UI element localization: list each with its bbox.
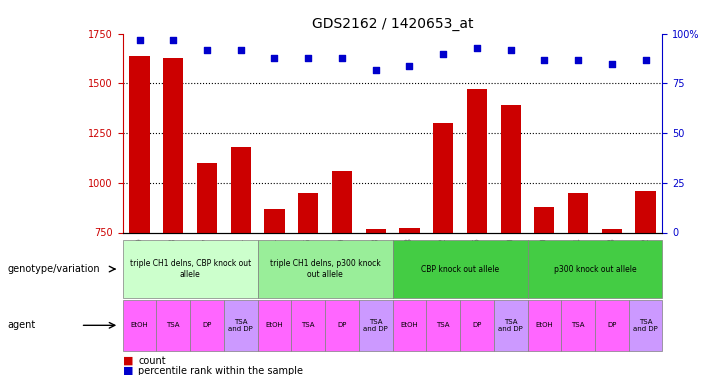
Text: EtOH: EtOH (130, 322, 149, 328)
Point (539, 57, 550, 63)
Bar (501, 105, 521, 232)
Point (640, 57, 651, 63)
Text: TSA
and DP: TSA and DP (229, 319, 253, 332)
Text: agent: agent (7, 320, 35, 330)
Point (269, 55, 280, 61)
Bar (231, 147, 251, 232)
Text: ■: ■ (123, 366, 133, 375)
Text: TSA: TSA (571, 322, 585, 328)
Text: TSA
and DP: TSA and DP (363, 319, 388, 332)
Text: ■: ■ (123, 356, 133, 366)
Bar (400, 228, 419, 232)
Text: TSA: TSA (301, 322, 315, 328)
Text: count: count (138, 356, 165, 366)
Point (471, 45, 482, 51)
Bar (636, 191, 655, 232)
Bar (467, 89, 487, 232)
Text: p300 knock out allele: p300 knock out allele (554, 265, 637, 274)
Text: TSA: TSA (167, 322, 180, 328)
Point (437, 51, 449, 57)
Bar (433, 123, 454, 232)
Point (201, 46, 212, 53)
Text: CBP knock out allele: CBP knock out allele (421, 265, 499, 274)
Point (168, 37, 179, 43)
Text: TSA
and DP: TSA and DP (633, 319, 658, 332)
Text: EtOH: EtOH (536, 322, 553, 328)
Point (404, 63, 415, 69)
Bar (163, 58, 184, 232)
Point (235, 46, 246, 53)
Point (573, 57, 584, 63)
Text: EtOH: EtOH (400, 322, 418, 328)
Point (505, 46, 516, 53)
Text: genotype/variation: genotype/variation (7, 264, 100, 274)
Bar (264, 209, 285, 232)
Bar (568, 193, 588, 232)
Text: triple CH1 delns, p300 knock
out allele: triple CH1 delns, p300 knock out allele (270, 260, 381, 279)
Text: TSA: TSA (437, 322, 450, 328)
Point (134, 37, 145, 43)
Text: TSA
and DP: TSA and DP (498, 319, 523, 332)
Bar (197, 163, 217, 232)
Text: DP: DP (203, 322, 212, 328)
Bar (366, 228, 386, 232)
Text: triple CH1 delns, CBP knock out
allele: triple CH1 delns, CBP knock out allele (130, 260, 251, 279)
Text: DP: DP (337, 322, 346, 328)
Point (303, 55, 314, 61)
Point (606, 60, 618, 67)
Title: GDS2162 / 1420653_at: GDS2162 / 1420653_at (312, 17, 473, 32)
Point (336, 55, 348, 61)
Point (370, 66, 381, 72)
Text: percentile rank within the sample: percentile rank within the sample (138, 366, 303, 375)
Bar (332, 171, 352, 232)
Bar (601, 228, 622, 232)
Bar (298, 193, 318, 232)
Text: EtOH: EtOH (266, 322, 283, 328)
Text: DP: DP (607, 322, 616, 328)
Bar (130, 56, 150, 232)
Text: DP: DP (472, 322, 482, 328)
Bar (534, 207, 554, 232)
